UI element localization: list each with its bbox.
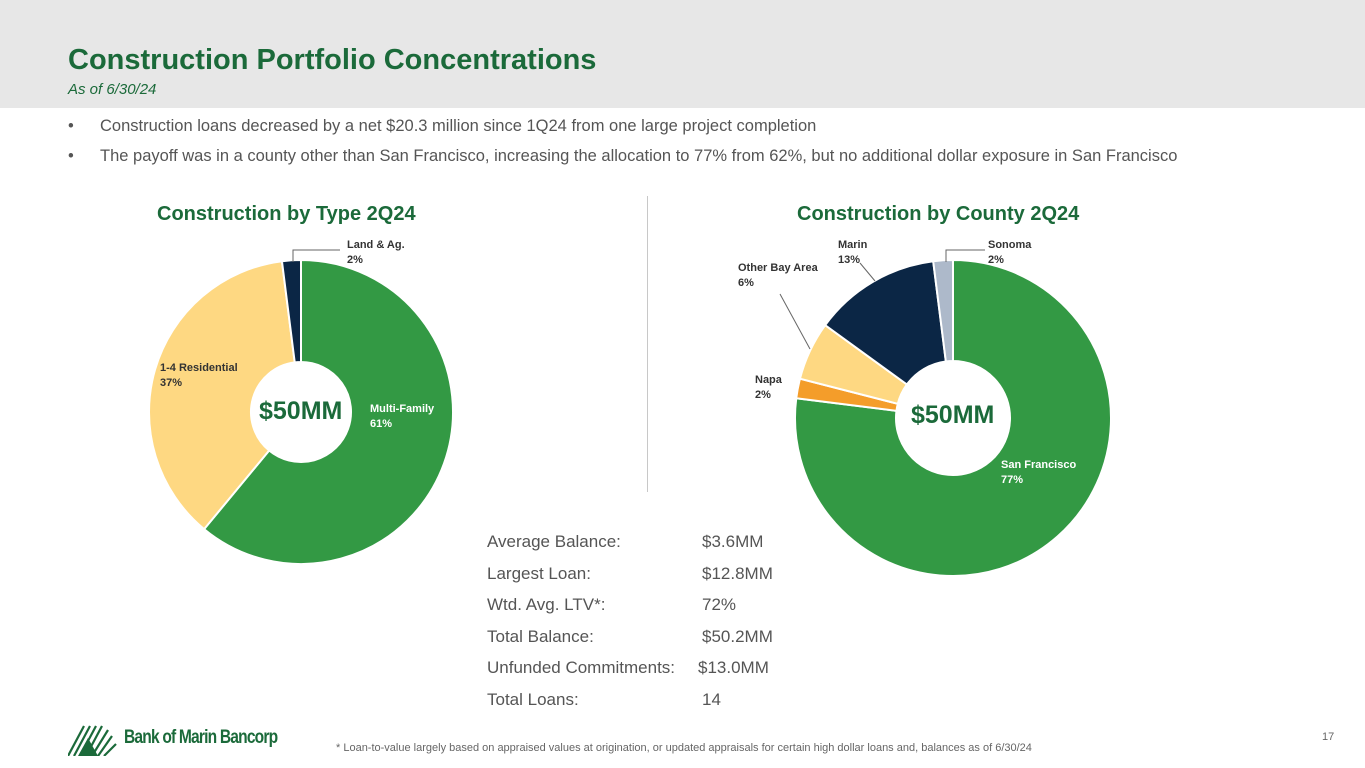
label-napa: Napa 2% [755, 374, 782, 401]
bank-logo: Bank of Marin Bancorp [68, 720, 311, 756]
bullet-1: • Construction loans decreased by a net $… [68, 117, 816, 136]
label-other-bay: Other Bay Area 6% [738, 262, 818, 289]
stat-row: Total Loans: 14 [487, 689, 721, 709]
slice-multi-family [202, 258, 454, 565]
leader-marin [859, 262, 876, 282]
label-land: Land & Ag. 2% [347, 239, 405, 266]
stat-row: Unfunded Commitments: $13.0MM [487, 658, 769, 677]
page-title: Construction Portfolio Concentrations [68, 44, 597, 76]
donut-type [148, 258, 454, 565]
footnote: * Loan-to-value largely based on apprais… [336, 742, 1032, 754]
leader-other-bay [779, 293, 811, 350]
page-subtitle: As of 6/30/24 [68, 81, 157, 98]
center-label-type: $50MM [259, 397, 343, 425]
chart-title-county: Construction by County 2Q24 [797, 203, 1080, 225]
header-band [0, 0, 1365, 108]
leader-land [292, 249, 340, 262]
mountain-logo-icon [68, 725, 117, 756]
page-number: 17 [1322, 731, 1335, 743]
slice-sonoma [932, 258, 954, 363]
logo-text: Bank of Marin Bancorp [124, 727, 278, 748]
stat-row: Total Balance: $50.2MM [487, 626, 773, 646]
slice-1-4-residential [148, 260, 296, 531]
stat-row: Average Balance: $3.6MM [487, 532, 764, 551]
slice-land-ag- [280, 258, 302, 364]
stat-row: Wtd. Avg. LTV*: 72% [487, 595, 737, 614]
donut-county [794, 258, 1112, 577]
label-sf: San Francisco 77% [1001, 459, 1077, 486]
stats-table: Average Balance: $3.6MM Largest Loan: $12.… [487, 532, 773, 721]
label-residential: 1-4 Residential 37% [160, 362, 238, 389]
slice-san-francisco [794, 258, 1112, 577]
label-sonoma: Sonoma 2% [988, 239, 1032, 266]
slice-marin [823, 260, 947, 386]
bullet-dot: • [68, 117, 74, 135]
bullet-2: • The payoff was in a county other than S… [68, 147, 1177, 166]
bullet-text: Construction loans decreased by a net $2… [100, 117, 817, 135]
leader-sonoma [945, 249, 985, 262]
label-marin: Marin 13% [838, 239, 868, 266]
chart-title-type: Construction by Type 2Q24 [157, 203, 416, 225]
bullet-dot: • [68, 147, 74, 165]
leader-lines [292, 249, 985, 350]
stat-row: Largest Loan: $12.8MM [487, 563, 773, 583]
center-label-county: $50MM [911, 401, 995, 429]
label-multifamily: Multi-Family 61% [370, 403, 435, 430]
divider [647, 196, 648, 492]
bullet-text: The payoff was in a county other than Sa… [100, 147, 1178, 165]
